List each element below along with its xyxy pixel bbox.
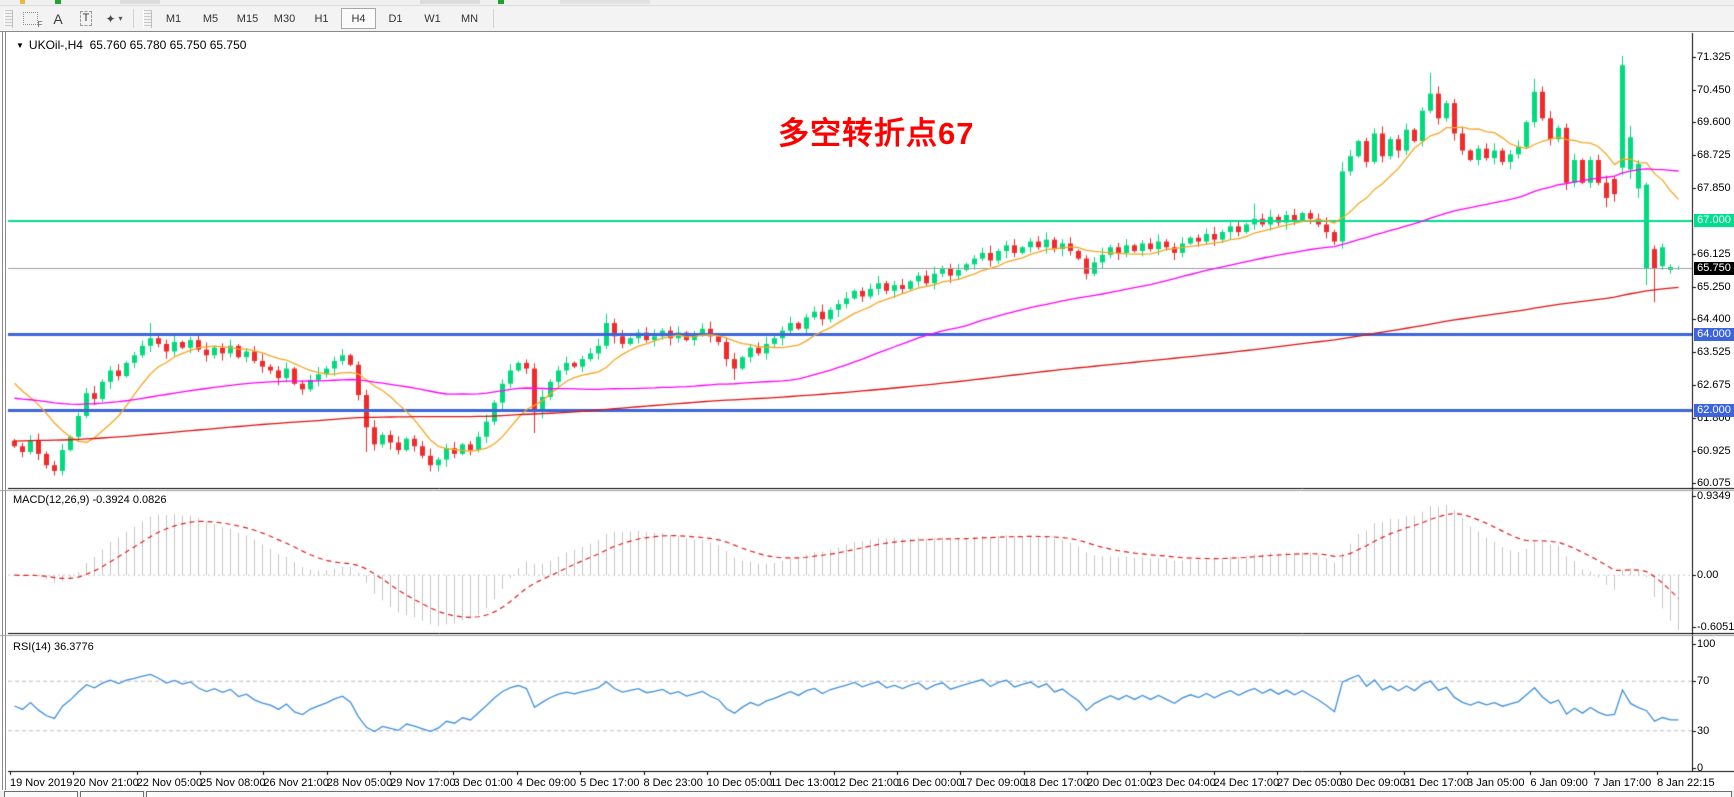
- time-axis-label: 31 Dec 17:00: [1403, 777, 1470, 789]
- chart-annotation-text: 多空转折点67: [778, 116, 975, 151]
- time-axis-label: 20 Nov 21:00: [73, 777, 139, 789]
- chart-symbol-period: UKOil-,H4: [28, 38, 83, 52]
- rsi-axis-label: 100: [1697, 638, 1716, 650]
- time-axis-label: 25 Nov 08:00: [200, 777, 266, 789]
- time-axis-label: 6 Jan 09:00: [1530, 777, 1588, 789]
- chart-tabs-clipped-row: [0, 791, 1734, 797]
- macd-axis-label: 0.9349: [1697, 489, 1731, 502]
- time-axis-label: 23 Dec 04:00: [1150, 777, 1216, 789]
- chart-title: ▼ UKOil-,H4 65.760 65.780 65.750 65.750: [16, 38, 246, 52]
- time-axis-label: 17 Dec 09:00: [960, 777, 1026, 789]
- price-tick-label: 66.125: [1697, 247, 1731, 260]
- time-axis-label: 3 Jan 05:00: [1467, 777, 1525, 789]
- time-axis-label: 19 Nov 2019: [10, 777, 73, 789]
- time-axis-label: 26 Nov 21:00: [263, 777, 329, 789]
- price-tick-label: 64.400: [1697, 313, 1731, 326]
- time-axis-label: 4 Dec 09:00: [516, 777, 577, 789]
- rsi-axis-label: 0: [1697, 762, 1704, 774]
- macd-axis-label: 0.00: [1697, 569, 1719, 582]
- time-axis-label: 3 Dec 01:00: [453, 777, 513, 789]
- price-tick-label: 62.675: [1697, 378, 1731, 391]
- price-tag-62.000: 62.000: [1694, 403, 1734, 417]
- time-axis-label: 16 Dec 00:00: [896, 777, 963, 789]
- time-axis-label: 12 Dec 21:00: [833, 777, 899, 789]
- price-tick-label: 68.725: [1697, 149, 1731, 162]
- time-axis-label: 24 Dec 17:00: [1213, 777, 1280, 789]
- price-tag-64.000: 64.000: [1694, 327, 1734, 341]
- time-axis-label: 22 Nov 05:00: [136, 777, 203, 789]
- price-tick-label: 67.850: [1697, 182, 1731, 195]
- price-tick-label: 69.600: [1697, 116, 1731, 129]
- rsi-axis-label: 30: [1697, 724, 1710, 737]
- price-tick-label: 71.325: [1697, 50, 1731, 63]
- time-axis-label: 5 Dec 17:00: [580, 777, 640, 789]
- macd-axis-label: -0.6051: [1697, 620, 1734, 633]
- chart-dropdown-icon[interactable]: ▼: [16, 41, 24, 50]
- chart-ohlc-quotes: 65.760 65.780 65.750 65.750: [89, 38, 247, 52]
- time-axis-label: 28 Nov 05:00: [326, 777, 393, 789]
- price-tick-label: 60.075: [1697, 477, 1731, 490]
- chart-tab[interactable]: [4, 791, 78, 797]
- price-tag-67.000: 67.000: [1694, 214, 1734, 228]
- time-axis-label: 27 Dec 05:00: [1277, 777, 1343, 789]
- time-axis-label: 10 Dec 05:00: [706, 777, 773, 789]
- time-axis-label: 8 Jan 22:15: [1657, 777, 1715, 789]
- time-axis-label: 29 Nov 17:00: [390, 777, 456, 789]
- time-axis-label: 7 Jan 17:00: [1593, 777, 1652, 789]
- time-axis-label: 8 Dec 23:00: [643, 777, 703, 789]
- time-axis-label: 30 Dec 09:00: [1340, 777, 1406, 789]
- rsi-indicator-label: RSI(14) 36.3776: [13, 641, 94, 653]
- price-tick-label: 63.525: [1697, 346, 1731, 359]
- price-tag-65.750: 65.750: [1694, 261, 1734, 275]
- time-axis-label: 20 Dec 01:00: [1086, 777, 1153, 789]
- macd-indicator-label: MACD(12,26,9) -0.3924 0.0826: [13, 494, 167, 506]
- price-tick-label: 70.450: [1697, 83, 1731, 96]
- price-tick-label: 65.250: [1697, 281, 1731, 294]
- price-tick-label: 60.925: [1697, 445, 1731, 458]
- chart-tab[interactable]: [146, 791, 1732, 797]
- rsi-axis-label: 70: [1697, 675, 1710, 688]
- time-axis-label: 18 Dec 17:00: [1023, 777, 1090, 789]
- time-axis-label: 11 Dec 13:00: [770, 777, 835, 789]
- chart-tab[interactable]: [80, 791, 144, 797]
